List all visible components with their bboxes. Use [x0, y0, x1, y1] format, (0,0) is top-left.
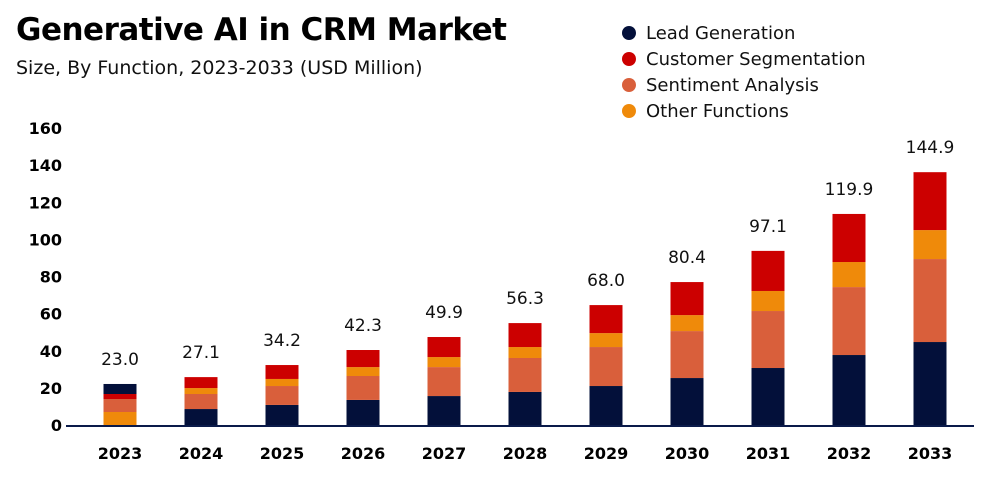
bar-segment-customer-segmentation	[670, 282, 704, 316]
y-tick-label: 140	[29, 156, 62, 175]
bar-segment-customer-segmentation	[427, 337, 461, 358]
legend-label: Other Functions	[646, 100, 789, 122]
y-tick-label: 60	[40, 305, 62, 324]
y-tick-label: 0	[51, 416, 62, 435]
legend-label: Customer Segmentation	[646, 48, 866, 70]
bar-segment-other-functions	[427, 357, 461, 368]
legend-swatch	[622, 26, 636, 40]
total-label: 97.1	[749, 217, 787, 237]
bar-segment-sentiment-analysis	[184, 394, 218, 410]
y-tick-label: 20	[40, 379, 62, 398]
x-tick-label: 2023	[98, 444, 143, 463]
legend-item-lead-generation: Lead Generation	[622, 20, 866, 46]
x-tick-label: 2033	[908, 444, 953, 463]
bar-segment-customer-segmentation	[508, 323, 542, 348]
total-label: 80.4	[668, 248, 706, 268]
total-label: 68.0	[587, 271, 625, 291]
bar-segment-sentiment-analysis	[832, 287, 866, 356]
x-tick-label: 2027	[422, 444, 467, 463]
bar-segment-lead-generation	[832, 355, 866, 425]
bar-segment-sentiment-analysis	[751, 311, 785, 369]
bar-segment-lead-generation	[589, 386, 623, 425]
bar-segment-customer-segmentation	[913, 172, 947, 231]
bar-segment-lead-generation	[265, 404, 299, 425]
x-tick-label: 2025	[260, 444, 305, 463]
bar-segment-sentiment-analysis	[346, 375, 380, 400]
bar-segment-other-functions	[184, 388, 218, 395]
bar-segment-lead-generation	[346, 399, 380, 425]
y-tick-label: 40	[40, 342, 62, 361]
y-tick-label: 160	[29, 119, 62, 138]
legend: Lead Generation Customer Segmentation Se…	[622, 20, 866, 124]
legend-swatch	[622, 104, 636, 118]
total-label: 27.1	[182, 343, 220, 363]
bar-segment-sentiment-analysis	[265, 386, 299, 405]
legend-item-customer-segmentation: Customer Segmentation	[622, 46, 866, 72]
bar-segment-other-functions	[103, 412, 137, 425]
bar-segment-other-functions	[913, 230, 947, 260]
bar-segment-sentiment-analysis	[508, 357, 542, 392]
y-tick-label: 100	[29, 230, 62, 249]
bar-segment-other-functions	[751, 290, 785, 312]
bar-segment-sentiment-analysis	[589, 347, 623, 387]
legend-item-sentiment-analysis: Sentiment Analysis	[622, 72, 866, 98]
bar-segment-other-functions	[832, 262, 866, 288]
bar-segment-lead-generation	[913, 342, 947, 425]
bar-segment-other-functions	[670, 315, 704, 332]
bar-segment-sentiment-analysis	[103, 399, 137, 413]
x-tick-label: 2032	[827, 444, 872, 463]
bar-segment-sentiment-analysis	[913, 259, 947, 343]
total-label: 144.9	[906, 138, 955, 158]
bar-segment-customer-segmentation	[184, 377, 218, 389]
chart-subtitle: Size, By Function, 2023-2033 (USD Millio…	[16, 57, 423, 79]
y-tick-label: 80	[40, 268, 62, 287]
bar-segment-sentiment-analysis	[670, 331, 704, 379]
bar-segment-other-functions	[346, 367, 380, 376]
bar-segment-lead-generation	[427, 396, 461, 425]
x-tick-label: 2030	[665, 444, 710, 463]
total-label: 34.2	[263, 331, 301, 351]
bar-segment-customer-segmentation	[346, 350, 380, 368]
total-label: 42.3	[344, 316, 382, 336]
legend-label: Lead Generation	[646, 22, 796, 44]
legend-swatch	[622, 52, 636, 66]
legend-swatch	[622, 78, 636, 92]
x-tick-label: 2029	[584, 444, 629, 463]
bar-segment-lead-generation	[670, 378, 704, 425]
total-label: 119.9	[825, 180, 874, 200]
bar-segment-other-functions	[265, 378, 299, 387]
bar-segment-customer-segmentation	[103, 394, 137, 400]
bar-segment-customer-segmentation	[589, 305, 623, 334]
x-tick-label: 2028	[503, 444, 548, 463]
bar-segment-lead-generation	[508, 391, 542, 425]
total-label: 49.9	[425, 303, 463, 323]
bar-segment-other-functions	[589, 333, 623, 348]
bar-segment-other-functions	[508, 347, 542, 358]
total-label: 56.3	[506, 289, 544, 309]
y-tick-label: 120	[29, 193, 62, 212]
bar-segment-customer-segmentation	[265, 365, 299, 379]
x-tick-label: 2024	[179, 444, 224, 463]
bar-segment-customer-segmentation	[832, 213, 866, 263]
bar-segment-lead-generation	[184, 409, 218, 425]
legend-item-other-functions: Other Functions	[622, 98, 866, 124]
bar-segment-customer-segmentation	[751, 250, 785, 291]
bar-segment-lead-generation	[103, 383, 137, 395]
x-tick-label: 2031	[746, 444, 791, 463]
legend-label: Sentiment Analysis	[646, 74, 819, 96]
chart-title: Generative AI in CRM Market	[16, 12, 507, 48]
bar-segment-sentiment-analysis	[427, 367, 461, 397]
bar-segment-lead-generation	[751, 368, 785, 425]
x-tick-label: 2026	[341, 444, 386, 463]
total-label: 23.0	[101, 350, 139, 370]
